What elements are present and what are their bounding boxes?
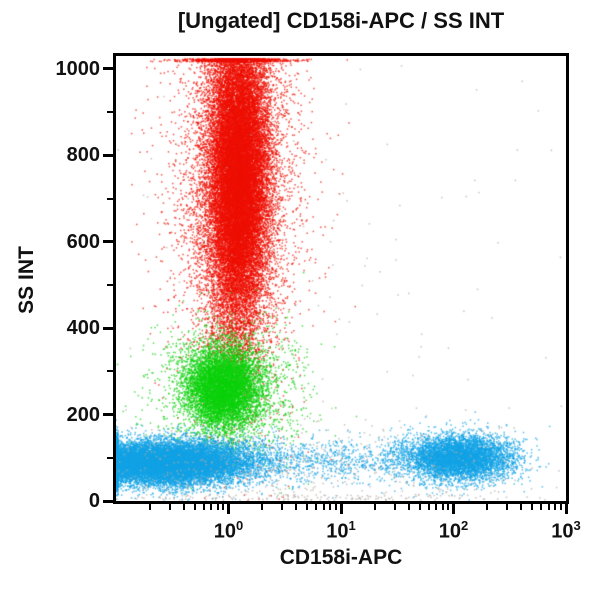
x-major-tick [339,504,343,514]
x-minor-tick [531,504,534,510]
y-major-tick [103,499,113,503]
x-minor-tick [435,504,438,510]
y-axis-label: SS INT [15,246,38,314]
x-minor-tick [261,504,264,510]
x-tick-label: 101 [326,518,356,543]
x-minor-tick [447,504,450,510]
x-minor-tick [322,504,325,510]
x-minor-tick [540,504,543,510]
x-minor-tick [148,504,151,510]
chart-title: [Ungated] CD158i-APC / SS INT [177,8,505,33]
x-minor-tick [373,504,376,510]
x-minor-tick [182,504,185,510]
y-minor-tick [107,197,113,200]
plot-area [113,53,569,504]
x-major-tick [564,504,568,514]
y-tick-label: 800 [66,144,100,167]
y-major-tick [103,67,113,71]
x-minor-tick [306,504,309,510]
x-minor-tick [329,504,332,510]
x-minor-tick [315,504,318,510]
x-minor-tick [334,504,337,510]
y-minor-tick [107,283,113,286]
x-minor-tick [486,504,489,510]
y-tick-label: 1000 [55,57,101,80]
x-major-tick [227,504,230,514]
x-minor-tick [202,504,205,510]
x-minor-tick [441,504,444,510]
x-tick-label: 102 [438,518,469,543]
x-minor-tick [547,504,550,510]
x-minor-tick [281,504,284,510]
x-axis-label: CD158i-APC [279,546,403,569]
x-minor-tick [520,504,523,510]
x-minor-tick [168,504,171,510]
y-major-tick [103,326,113,330]
x-minor-tick [418,504,421,510]
y-tick-label: 200 [66,403,100,426]
x-minor-tick [295,504,298,510]
x-tick-label: 103 [551,518,581,543]
x-minor-tick [427,504,430,510]
x-minor-tick [559,504,562,510]
x-minor-tick [393,504,396,510]
y-major-tick [103,413,113,417]
y-minor-tick [107,111,113,114]
x-minor-tick [210,504,213,510]
x-minor-tick [216,504,219,510]
y-minor-tick [107,370,113,373]
y-minor-tick [107,456,113,459]
x-tick-label: 100 [213,518,244,543]
x-minor-tick [554,504,557,510]
y-tick-label: 600 [66,230,100,253]
x-minor-tick [506,504,509,510]
y-tick-label: 0 [88,490,100,512]
x-major-tick [452,504,455,514]
y-major-tick [103,153,113,157]
scatter-canvas [116,56,566,501]
y-tick-label: 400 [66,317,100,340]
x-minor-tick [222,504,225,510]
y-major-tick [103,240,113,244]
x-minor-tick [407,504,410,510]
x-minor-tick [193,504,196,510]
